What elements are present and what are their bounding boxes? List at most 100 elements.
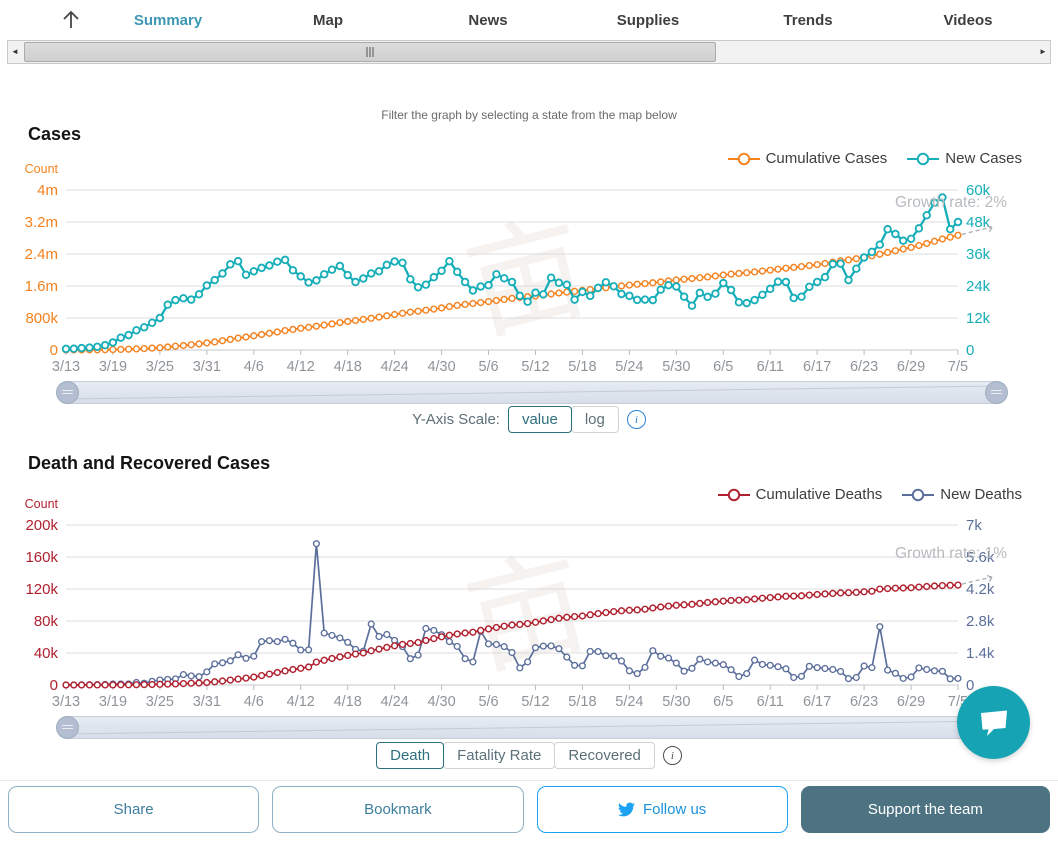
footer-buttons: Share Bookmark Follow us Support the team: [0, 780, 1058, 842]
cases-chart: 亩 0 0 800k 12k 1.6m 24k 2.4m 36k 3.2m 48k 4m 60k Coun…: [0, 160, 1058, 390]
scrollbar-thumb[interactable]: [24, 42, 716, 62]
nav-tabs: Summary Map News Supplies Trends Videos: [88, 12, 1048, 29]
nav-tab-news[interactable]: News: [468, 11, 508, 29]
range-handle-left[interactable]: [56, 716, 79, 739]
watermark: 亩: [454, 535, 600, 692]
legend-item-cumulative-deaths[interactable]: Cumulative Deaths: [717, 486, 882, 503]
svg-text:5/6: 5/6: [478, 694, 498, 710]
y-axis-scale-row: Y-Axis Scale: value log i: [0, 406, 1058, 433]
support-the-team-button[interactable]: Support the team: [800, 786, 1050, 833]
svg-text:3/13: 3/13: [52, 359, 80, 375]
svg-text:7/5: 7/5: [948, 359, 968, 375]
scroll-to-top-button[interactable]: [54, 7, 88, 33]
twitter-icon: [617, 802, 635, 817]
svg-text:60k: 60k: [966, 182, 991, 199]
svg-text:5/30: 5/30: [662, 694, 690, 710]
legend-item-new-cases[interactable]: New Cases: [907, 150, 1022, 167]
svg-text:5/12: 5/12: [521, 359, 549, 375]
horizontal-scrollbar[interactable]: ◄ ►: [7, 40, 1051, 64]
bookmark-button[interactable]: Bookmark: [272, 786, 524, 833]
legend-marker-icon: [902, 488, 935, 501]
legend-marker-icon: [907, 152, 940, 165]
cumulative-deaths-series: [62, 581, 962, 689]
svg-text:4/6: 4/6: [244, 694, 264, 710]
legend-label: New Cases: [945, 150, 1022, 167]
legend-item-new-deaths[interactable]: New Deaths: [902, 486, 1022, 503]
svg-text:2.4m: 2.4m: [25, 246, 58, 263]
svg-text:3/31: 3/31: [193, 359, 221, 375]
nav-tab-map[interactable]: Map: [313, 11, 343, 29]
svg-text:12k: 12k: [966, 310, 991, 327]
svg-text:48k: 48k: [966, 214, 991, 231]
svg-text:80k: 80k: [34, 613, 59, 630]
cases-title: Cases: [28, 124, 82, 144]
svg-text:1.6m: 1.6m: [25, 278, 58, 295]
nav-tab-videos[interactable]: Videos: [943, 11, 993, 29]
button-label: Bookmark: [364, 801, 432, 818]
svg-text:0: 0: [966, 342, 974, 359]
svg-text:Count: Count: [25, 497, 59, 511]
range-handle-right[interactable]: [985, 381, 1008, 404]
slider-slope-line: [63, 385, 1001, 400]
deaths-range-slider[interactable]: [56, 716, 1008, 739]
svg-text:6/29: 6/29: [897, 359, 925, 375]
svg-text:Count: Count: [25, 162, 59, 176]
svg-text:5/30: 5/30: [662, 359, 690, 375]
svg-text:3/31: 3/31: [193, 694, 221, 710]
svg-text:1.4k: 1.4k: [966, 645, 995, 662]
scroll-left-arrow-icon[interactable]: ◄: [8, 41, 22, 61]
info-icon[interactable]: i: [662, 746, 682, 765]
svg-text:0: 0: [50, 677, 58, 694]
svg-text:3/19: 3/19: [99, 694, 127, 710]
tab-death[interactable]: Death: [376, 742, 445, 769]
cases-legend: Cumulative Cases New Cases: [727, 150, 1022, 167]
tab-fatality-rate[interactable]: Fatality Rate: [443, 742, 556, 769]
scrollbar-grip-icon: [366, 47, 374, 57]
svg-text:4/30: 4/30: [427, 359, 455, 375]
nav-tab-supplies[interactable]: Supplies: [616, 11, 680, 29]
new-deaths-series: [62, 540, 962, 689]
share-button[interactable]: Share: [8, 786, 260, 833]
svg-text:0: 0: [50, 342, 58, 359]
scroll-right-arrow-icon[interactable]: ►: [1036, 41, 1050, 61]
svg-text:5/18: 5/18: [568, 694, 596, 710]
button-label: Follow us: [642, 801, 707, 818]
svg-text:160k: 160k: [25, 549, 58, 566]
svg-text:6/29: 6/29: [897, 694, 925, 710]
tab-recovered[interactable]: Recovered: [554, 742, 655, 769]
follow-us-button[interactable]: Follow us: [536, 786, 788, 833]
info-icon[interactable]: i: [626, 410, 646, 429]
svg-text:120k: 120k: [25, 581, 58, 598]
button-label: Share: [113, 801, 154, 818]
legend-item-cumulative-cases[interactable]: Cumulative Cases: [727, 150, 887, 167]
slider-slope-line: [63, 720, 1001, 735]
chat-button[interactable]: [957, 686, 1030, 759]
svg-text:3/25: 3/25: [146, 359, 174, 375]
svg-text:2.8k: 2.8k: [966, 613, 995, 630]
y-axis-scale-toggle: value log: [507, 406, 619, 433]
death-tabs-row: Death Fatality Rate Recovered i: [0, 742, 1058, 769]
deaths-title: Death and Recovered Cases: [28, 453, 271, 473]
svg-text:0: 0: [966, 677, 974, 694]
nav-tab-summary[interactable]: Summary: [133, 11, 203, 29]
nav-tab-trends[interactable]: Trends: [783, 11, 833, 29]
svg-text:6/11: 6/11: [757, 694, 784, 710]
growth-rate-annotation: Growth rate: 1%: [895, 545, 1007, 562]
projection-arrow: [961, 574, 993, 585]
svg-text:4/18: 4/18: [334, 359, 362, 375]
button-label: Support the team: [867, 801, 983, 818]
svg-text:5/12: 5/12: [521, 694, 549, 710]
scale-option-value[interactable]: value: [507, 406, 572, 433]
svg-text:7k: 7k: [966, 517, 982, 534]
scale-option-log[interactable]: log: [570, 406, 619, 433]
svg-text:3/13: 3/13: [52, 694, 80, 710]
cases-range-slider[interactable]: [56, 381, 1008, 404]
svg-text:4/6: 4/6: [244, 359, 264, 375]
range-handle-left[interactable]: [56, 381, 79, 404]
svg-text:5/24: 5/24: [615, 359, 643, 375]
deaths-chart: 亩 0 0 40k 1.4k 80k 2.8k 120k 4.2k 160k 5.6k 200k 7k C…: [0, 495, 1058, 725]
svg-text:3/25: 3/25: [146, 694, 174, 710]
filter-note: Filter the graph by selecting a state fr…: [381, 108, 677, 122]
legend-marker-icon: [727, 152, 760, 165]
svg-text:800k: 800k: [25, 310, 58, 327]
